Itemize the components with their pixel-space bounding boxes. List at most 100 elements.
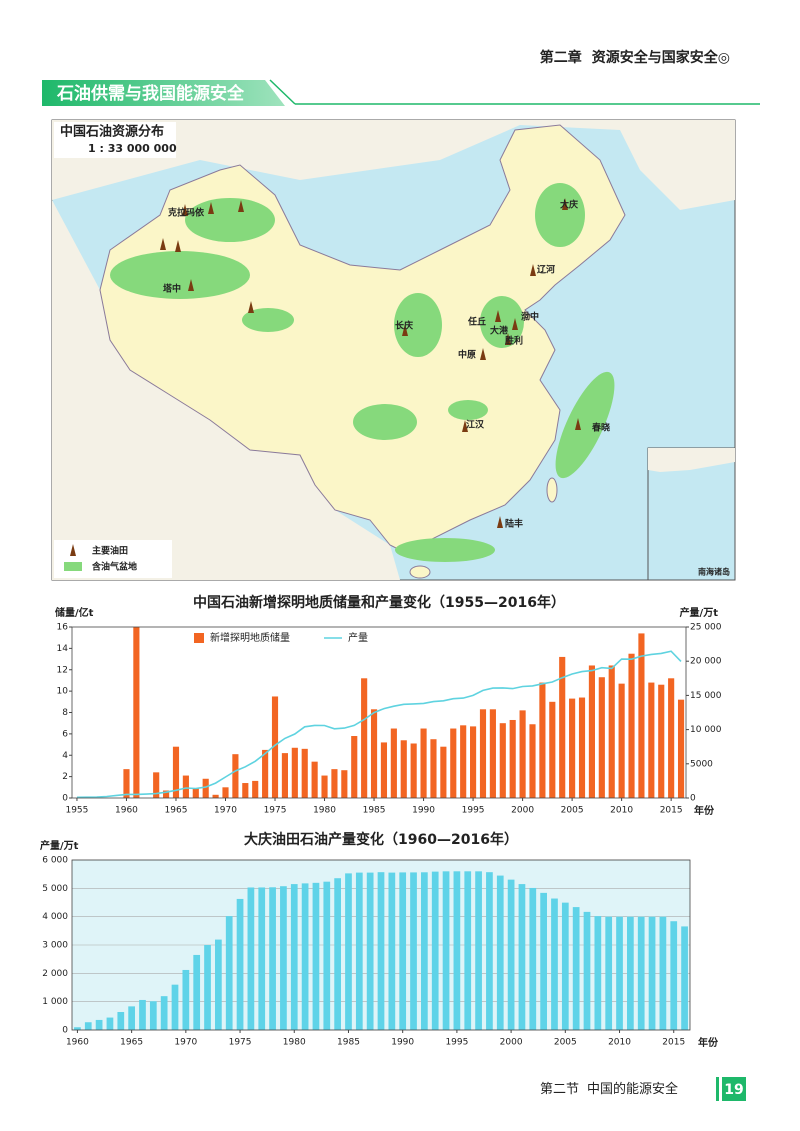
oil-field (562, 198, 568, 210)
y-tick-label: 6 (62, 729, 68, 739)
oil-field (530, 264, 536, 276)
bar (232, 754, 239, 798)
bar (212, 794, 219, 798)
bar (421, 872, 428, 1030)
x-tick-label: 1980 (283, 1038, 306, 1048)
bar (225, 916, 233, 1030)
bar (540, 892, 547, 1030)
bar (410, 743, 417, 798)
bar (366, 872, 374, 1030)
bar (388, 872, 396, 1030)
bar (442, 871, 450, 1030)
bar (440, 746, 447, 798)
bar (518, 884, 526, 1030)
bar (139, 999, 146, 1030)
bar (475, 871, 482, 1030)
banner-deco (269, 79, 296, 105)
bar (598, 677, 605, 798)
oil-field (497, 516, 503, 528)
bar (507, 879, 515, 1030)
map-label: 辽河 (537, 264, 555, 276)
bar (561, 902, 569, 1030)
map-label: 克拉玛依 (168, 207, 205, 219)
x-tick-label: 1975 (229, 1038, 252, 1048)
bar (95, 1019, 103, 1030)
y-tick-label: 10 (57, 687, 69, 697)
bar (410, 872, 417, 1030)
bar (496, 875, 504, 1030)
bar (450, 728, 457, 798)
bar (370, 709, 378, 798)
bar (262, 749, 269, 798)
bar (163, 790, 170, 798)
bar (117, 1012, 125, 1030)
y2-tick-label: 25 000 (690, 623, 722, 633)
bar (182, 775, 189, 798)
bar (252, 780, 259, 798)
x-tick-label: 2010 (608, 1038, 631, 1048)
x-tick-label: 1965 (165, 806, 188, 816)
y-tick-label: 6 000 (42, 856, 68, 866)
footer-section: 第二节 (540, 1082, 579, 1097)
bar (605, 916, 613, 1030)
chart-title: 中国石油新增探明地质储量和产量变化（1955—2016年） (193, 594, 565, 611)
legend-label: 产量 (348, 631, 368, 644)
oil-field (495, 310, 501, 322)
basin (395, 538, 495, 562)
map-label: 大庆 (560, 199, 578, 211)
x-tick-label: 1980 (313, 806, 336, 816)
bar (529, 887, 537, 1030)
bar (559, 656, 566, 798)
x-tick-label: 2000 (500, 1038, 523, 1048)
oil-field (160, 238, 166, 250)
bar (670, 921, 678, 1030)
bar (106, 1017, 114, 1030)
y-tick-label: 5 000 (42, 884, 68, 894)
y-tick-label: 14 (57, 644, 69, 654)
basin (242, 308, 294, 332)
bar (628, 653, 635, 798)
y2-tick-label: 0 (690, 794, 696, 804)
bar (648, 916, 656, 1030)
page-number-box (722, 1077, 746, 1101)
y-tick-label: 2 (62, 772, 68, 782)
bar (430, 739, 437, 798)
bar (355, 872, 363, 1030)
bar (301, 748, 308, 798)
y-tick-label: 4 000 (42, 912, 68, 922)
bar (400, 740, 407, 798)
bar (588, 665, 595, 798)
y-axis-title: 产量/万t (40, 839, 79, 852)
x-tick-label: 2000 (511, 806, 534, 816)
section-banner-bg (42, 80, 285, 106)
y2-axis-title: 产量/万t (680, 606, 719, 619)
y-tick-label: 16 (57, 623, 69, 633)
map-label: 春晓 (591, 422, 610, 434)
y2-tick-label: 5000 (690, 759, 713, 769)
x-tick-label: 1985 (363, 806, 386, 816)
bar (301, 883, 309, 1030)
bar (399, 872, 407, 1030)
bar (321, 775, 328, 798)
oil-field-markers (160, 198, 581, 528)
bar (659, 916, 667, 1030)
x-tick-label: 1970 (174, 1038, 197, 1048)
bar (648, 682, 655, 798)
x-tick-label: 2010 (610, 806, 633, 816)
oil-field (480, 348, 486, 360)
bar (311, 761, 318, 798)
bar (618, 683, 625, 798)
inset-land (648, 448, 735, 472)
bar (84, 1022, 92, 1030)
oil-field (402, 324, 408, 336)
oil-field (188, 279, 194, 291)
bar (171, 984, 179, 1030)
map-label: 大港 (490, 325, 509, 337)
y-axis-title: 储量/亿t (54, 606, 94, 619)
bar (222, 787, 229, 798)
basin (448, 400, 488, 420)
neighbor-land (52, 120, 735, 210)
legend-swatch (194, 633, 204, 643)
map-label: 胜利 (504, 335, 523, 347)
bar (204, 945, 211, 1030)
